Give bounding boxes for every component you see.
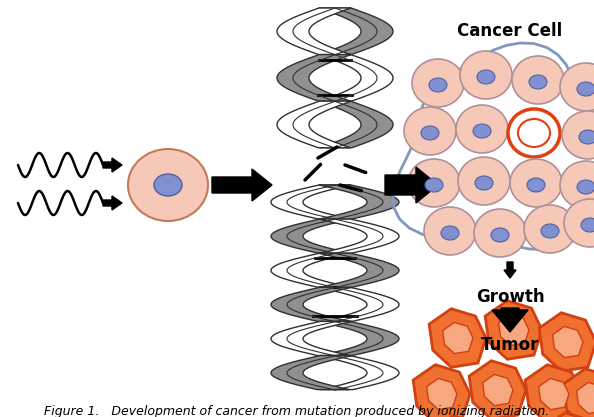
Ellipse shape	[458, 157, 510, 205]
Polygon shape	[443, 322, 473, 354]
Polygon shape	[319, 55, 393, 101]
Polygon shape	[539, 378, 569, 409]
Polygon shape	[413, 365, 470, 417]
Ellipse shape	[128, 149, 208, 221]
Polygon shape	[319, 219, 399, 253]
Ellipse shape	[508, 109, 560, 157]
Polygon shape	[319, 8, 393, 55]
Ellipse shape	[421, 126, 439, 140]
Text: Tumor: Tumor	[481, 336, 539, 354]
Text: Cancer Cell: Cancer Cell	[457, 22, 563, 40]
Ellipse shape	[473, 124, 491, 138]
Ellipse shape	[524, 205, 576, 253]
Ellipse shape	[510, 159, 562, 207]
Polygon shape	[318, 253, 399, 287]
Ellipse shape	[412, 59, 464, 107]
Ellipse shape	[425, 178, 443, 192]
Polygon shape	[317, 355, 399, 389]
Polygon shape	[271, 219, 351, 253]
Polygon shape	[271, 287, 352, 322]
Ellipse shape	[429, 78, 447, 92]
Polygon shape	[426, 378, 457, 409]
Ellipse shape	[475, 176, 493, 190]
Ellipse shape	[456, 105, 508, 153]
Ellipse shape	[460, 51, 512, 99]
Polygon shape	[277, 101, 352, 148]
Polygon shape	[319, 185, 399, 219]
Polygon shape	[103, 158, 122, 172]
Ellipse shape	[560, 63, 594, 111]
Polygon shape	[385, 167, 438, 203]
Polygon shape	[552, 327, 583, 358]
Polygon shape	[525, 365, 582, 417]
Polygon shape	[318, 101, 393, 148]
Ellipse shape	[562, 111, 594, 159]
Text: Growth: Growth	[476, 288, 544, 306]
Polygon shape	[271, 322, 352, 355]
Ellipse shape	[577, 82, 594, 96]
Ellipse shape	[512, 56, 564, 104]
Ellipse shape	[441, 226, 459, 240]
Polygon shape	[492, 308, 528, 332]
Polygon shape	[577, 382, 594, 414]
Ellipse shape	[408, 159, 460, 207]
Ellipse shape	[529, 75, 547, 89]
Text: Figure 1.   Development of cancer from mutation produced by ionizing radiation.: Figure 1. Development of cancer from mut…	[45, 405, 549, 417]
Ellipse shape	[491, 228, 509, 242]
Polygon shape	[485, 301, 542, 359]
Ellipse shape	[477, 70, 495, 84]
Ellipse shape	[154, 174, 182, 196]
Polygon shape	[277, 8, 351, 55]
Polygon shape	[271, 355, 352, 389]
Polygon shape	[318, 287, 399, 322]
Ellipse shape	[474, 209, 526, 257]
Polygon shape	[543, 413, 594, 417]
Polygon shape	[504, 262, 516, 278]
Ellipse shape	[518, 119, 550, 147]
Polygon shape	[431, 416, 488, 417]
Ellipse shape	[424, 207, 476, 255]
Polygon shape	[271, 253, 352, 287]
Polygon shape	[429, 309, 486, 367]
Ellipse shape	[541, 224, 559, 238]
Ellipse shape	[564, 199, 594, 247]
Polygon shape	[499, 314, 529, 346]
Polygon shape	[271, 185, 351, 219]
Polygon shape	[469, 361, 526, 417]
Polygon shape	[318, 322, 399, 355]
Ellipse shape	[577, 180, 594, 194]
Polygon shape	[563, 369, 594, 417]
Ellipse shape	[581, 218, 594, 232]
Polygon shape	[103, 196, 122, 210]
Ellipse shape	[404, 107, 456, 155]
Ellipse shape	[560, 161, 594, 209]
Polygon shape	[212, 169, 272, 201]
Polygon shape	[539, 313, 594, 371]
Ellipse shape	[527, 178, 545, 192]
Polygon shape	[277, 55, 351, 101]
Polygon shape	[483, 374, 513, 406]
Ellipse shape	[579, 130, 594, 144]
